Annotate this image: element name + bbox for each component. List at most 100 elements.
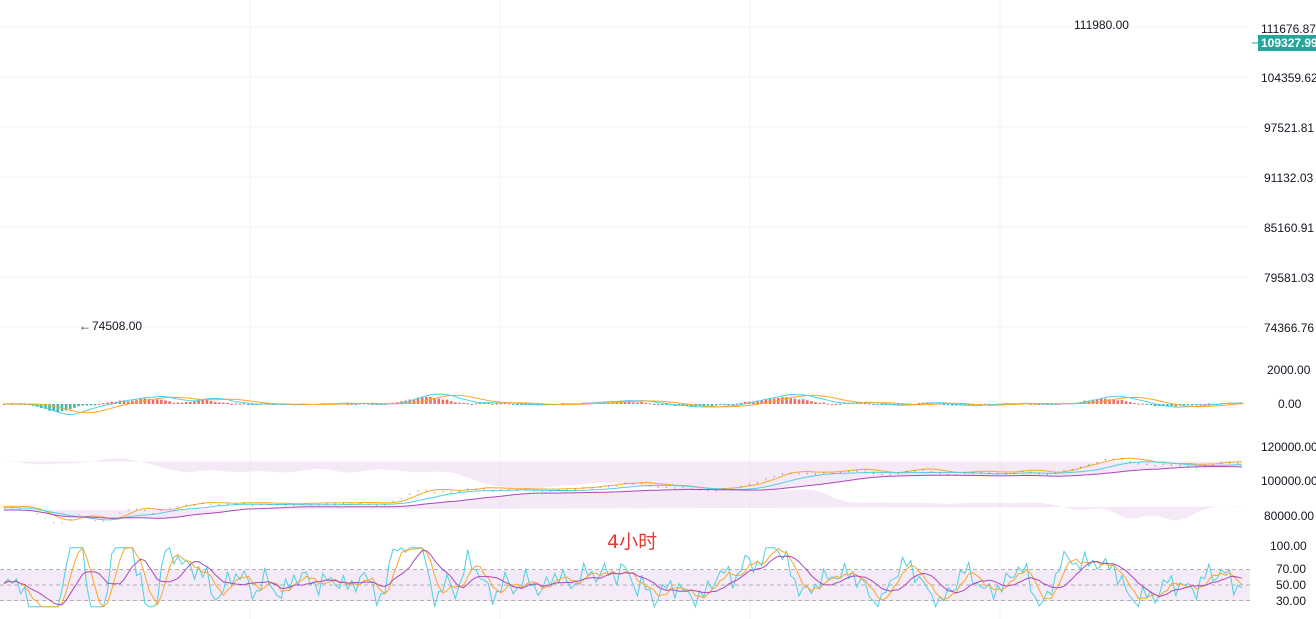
macd-histogram-bar (805, 400, 809, 404)
macd-histogram-bar (636, 402, 639, 404)
macd-histogram-bar (93, 404, 97, 406)
macd-histogram-bar (487, 402, 490, 404)
macd-histogram-bar (1191, 404, 1194, 406)
macd-histogram-bar (184, 402, 188, 404)
price-axis: 111676.87 104359.62 97521.81 91132.03 85… (1261, 22, 1316, 335)
macd-histogram-bar (516, 404, 519, 405)
macd-histogram-bar (648, 403, 652, 405)
low-arrow-glyph: ← (79, 319, 91, 333)
macd-histogram-bar (710, 404, 714, 406)
macd-histogram-bar (242, 403, 246, 405)
macd-histogram-bar (855, 403, 859, 405)
macd-histogram-bar (839, 403, 842, 405)
macd-histogram-bar (884, 404, 888, 405)
macd-histogram-bar (110, 401, 113, 404)
macd-histogram-bar (781, 397, 784, 404)
macd-histogram-bar (1149, 404, 1153, 406)
macd-histogram-bar (847, 403, 850, 405)
ribbon-fill (4, 458, 1242, 521)
price-tick: 74366.76 (1264, 321, 1314, 335)
macd-histogram-bar (1137, 403, 1140, 405)
macd-histogram-bar (623, 401, 627, 404)
macd-indicator (2, 393, 1244, 416)
macd-histogram-bar (644, 402, 648, 404)
macd-histogram-bar (801, 399, 805, 404)
macd-histogram-bar (454, 402, 457, 404)
macd-histogram-bar (433, 398, 436, 404)
macd-histogram-bar (1108, 399, 1111, 404)
macd-histogram-bar (1116, 400, 1120, 404)
macd-histogram-bar (226, 402, 229, 404)
macd-histogram-bar (507, 403, 511, 405)
macd-histogram-bar (197, 399, 200, 404)
macd-line (3, 393, 1243, 416)
macd-histogram-bar (830, 403, 834, 405)
macd-histogram-bar (437, 398, 441, 404)
macd-histogram-bar (814, 401, 817, 404)
macd-histogram-bar (1203, 403, 1207, 405)
macd-histogram-bar (1199, 404, 1202, 405)
macd-histogram-bar (234, 403, 238, 405)
macd-histogram-bar (946, 404, 950, 405)
macd-histogram-bar (1195, 404, 1198, 406)
macd-histogram-bar (441, 399, 445, 404)
macd-histogram-bar (1174, 404, 1178, 407)
macd-histogram-bar (1170, 404, 1173, 407)
macd-histogram-bar (189, 401, 192, 404)
macd-histogram-bar (193, 401, 196, 404)
macd-histogram-bar (19, 404, 22, 405)
macd-histogram-bar (714, 404, 718, 406)
macd-histogram-bar (449, 401, 453, 404)
macd-histogram-bar (102, 403, 105, 405)
macd-histogram-bar (89, 404, 93, 406)
macd-histogram-bar (1029, 403, 1033, 405)
macd-histogram-bar (876, 404, 879, 405)
macd-histogram-bar (164, 400, 167, 404)
macd-histogram-bar (743, 401, 747, 404)
macd-histogram-bar (834, 404, 838, 405)
macd-histogram-bar (246, 404, 250, 405)
price-tick: 104359.62 (1261, 71, 1316, 85)
macd-histogram-bar (826, 403, 830, 405)
price-tick: 91132.03 (1264, 171, 1313, 185)
macd-histogram-bar (627, 401, 631, 404)
macd-histogram-bar (1120, 400, 1124, 404)
macd-histogram-bar (764, 398, 768, 404)
macd-histogram-bar (218, 402, 221, 404)
macd-histogram-bar (1166, 404, 1169, 407)
rsi-indicator (0, 546, 1250, 609)
grid-layer (0, 0, 1248, 619)
macd-histogram-bar (466, 403, 470, 405)
ma-slow-line (3, 466, 1243, 519)
macd-axis: 2000.00 0.00 (1267, 363, 1311, 411)
current-price-tag: 109327.99 (1252, 35, 1316, 51)
macd-histogram-bar (690, 404, 693, 407)
macd-histogram-bar (797, 399, 801, 404)
rsi-tick: 70.00 (1276, 562, 1306, 576)
macd-histogram-bar (760, 400, 764, 404)
macd-histogram-bar (793, 398, 797, 404)
macd-histogram-bar (1046, 404, 1049, 405)
price-tick: 97521.81 (1264, 121, 1314, 135)
macd-histogram-bar (1091, 399, 1095, 404)
macd-histogram-bar (176, 402, 180, 404)
macd-histogram-bar (822, 402, 826, 404)
macd-histogram-bar (205, 399, 209, 404)
rsi-tick: 30.00 (1276, 594, 1306, 608)
macd-histogram-bar (950, 404, 954, 406)
timeframe-label: 4小时 (607, 531, 657, 553)
macd-histogram-bar (524, 404, 527, 405)
macd-histogram-bar (897, 404, 900, 405)
macd-tick: 0.00 (1278, 397, 1302, 411)
macd-histogram-bar (48, 404, 51, 411)
volume-tick: 100000.00 (1261, 474, 1316, 488)
macd-histogram-bar (1095, 399, 1099, 404)
macd-histogram-bar (64, 404, 68, 411)
macd-histogram-bar (942, 404, 946, 405)
macd-histogram-bar (731, 404, 735, 405)
macd-signal-line (3, 394, 1243, 414)
macd-histogram-bar (354, 404, 358, 405)
macd-histogram-bar (1133, 402, 1136, 404)
macd-histogram-bar (963, 404, 966, 405)
